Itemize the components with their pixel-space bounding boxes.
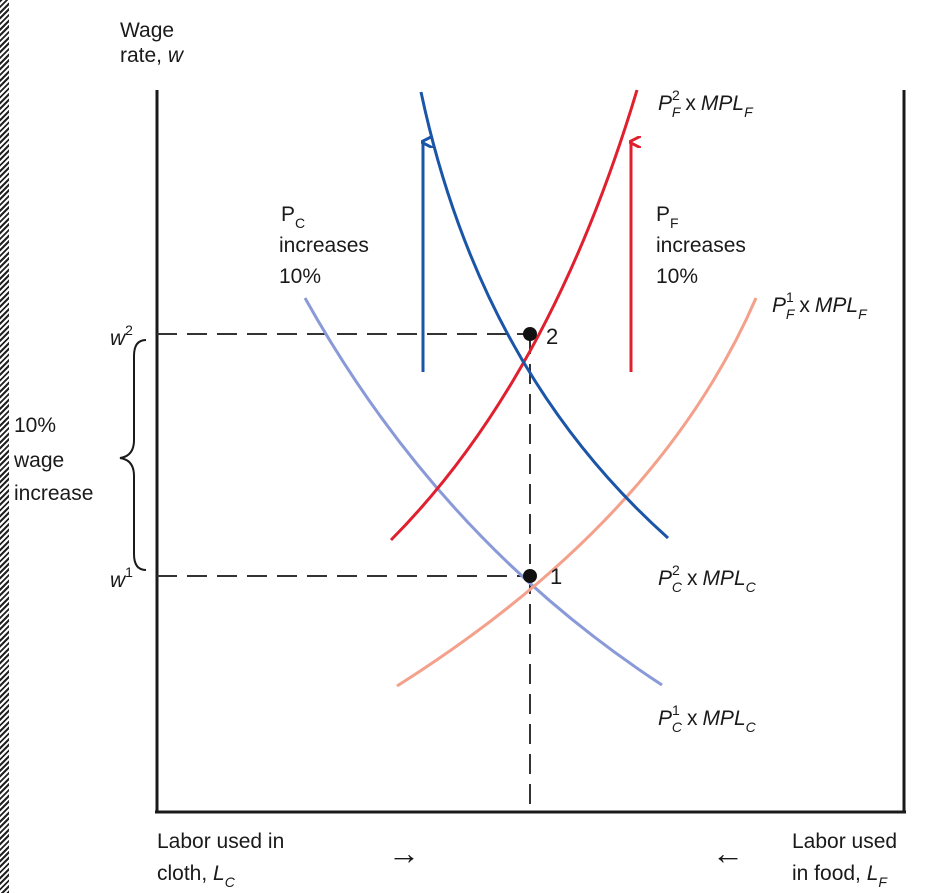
y-axis-label-line1: Wage bbox=[120, 19, 174, 42]
w1-label: w1 bbox=[110, 564, 133, 592]
point-1-label: 1 bbox=[550, 564, 562, 589]
w2-label: w2 bbox=[110, 322, 133, 350]
wage-increase-line3: increase bbox=[14, 482, 93, 505]
pf-note-line2: increases bbox=[656, 234, 746, 257]
x-axis-right-line2: in food, LF bbox=[792, 862, 888, 890]
wage-increase-brace bbox=[119, 339, 147, 571]
wage-increase-line2: wage bbox=[13, 449, 64, 472]
pc-note-line2: increases bbox=[279, 234, 369, 257]
wage-increase-line1: 10% bbox=[14, 414, 56, 437]
pf-note-line3: 10% bbox=[656, 265, 698, 288]
x-axis-left-line2: cloth, LC bbox=[157, 862, 236, 890]
x-axis-right-line1: Labor used bbox=[792, 830, 897, 853]
x-axis-right-arrow-left-glyph: ← bbox=[712, 835, 744, 871]
left-edge-hatch bbox=[0, 0, 9, 893]
equilibrium-point-2 bbox=[523, 327, 537, 341]
x-axis-right-arrow-glyph: → bbox=[388, 835, 420, 871]
pc-note-line3: 10% bbox=[279, 265, 321, 288]
x-axis-left-line1: Labor used in bbox=[157, 830, 284, 853]
pc2-curve bbox=[419, 91, 669, 540]
equilibrium-point-1 bbox=[523, 569, 537, 583]
pf-note-line1: PF bbox=[656, 203, 679, 231]
point-2-label: 2 bbox=[546, 324, 558, 349]
pf1-curve bbox=[396, 297, 758, 688]
pc1-curve bbox=[303, 297, 663, 687]
pc-note-line1: PC bbox=[281, 203, 305, 231]
pf2-curve bbox=[389, 89, 639, 542]
y-axis-label-line2: rate, w bbox=[120, 44, 185, 67]
